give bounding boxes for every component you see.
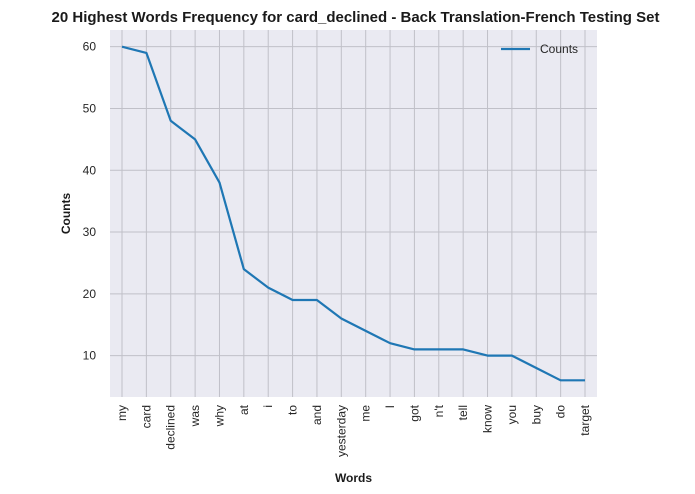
legend-label: Counts — [540, 42, 578, 56]
y-axis-label: Counts — [59, 193, 73, 235]
x-tick-label: why — [212, 405, 226, 427]
x-tick-label: my — [115, 405, 129, 421]
y-tick-label: 30 — [83, 225, 97, 239]
legend: Counts — [501, 42, 578, 56]
x-tick-label: card — [139, 405, 153, 428]
x-tick-label: yesterday — [334, 405, 348, 457]
x-tick-label: know — [481, 405, 495, 433]
x-tick-label: do — [554, 405, 568, 419]
x-tick-label: me — [359, 405, 373, 422]
x-tick-label: target — [578, 404, 592, 435]
grid — [110, 30, 597, 397]
plot-area — [110, 30, 597, 397]
y-tick-label: 50 — [83, 101, 97, 115]
x-tick-label: and — [310, 405, 324, 425]
y-axis-ticks: 10 20 30 40 50 60 — [83, 40, 97, 363]
x-tick-label: to — [286, 405, 300, 415]
x-tick-label: buy — [529, 405, 543, 424]
x-tick-label: you — [505, 405, 519, 424]
x-tick-label: tell — [456, 405, 470, 420]
x-tick-label: got — [407, 404, 421, 421]
x-tick-label: i — [261, 405, 275, 408]
x-tick-label: was — [188, 405, 202, 427]
x-tick-label: n't — [432, 404, 446, 417]
y-tick-label: 60 — [83, 40, 97, 54]
chart-title: 20 Highest Words Frequency for card_decl… — [52, 9, 660, 26]
x-tick-label: I — [383, 405, 397, 408]
y-tick-label: 20 — [83, 287, 97, 301]
x-tick-label: at — [237, 404, 251, 415]
series-line-counts — [121, 45, 585, 382]
x-axis-label: Words — [335, 471, 372, 485]
y-tick-label: 10 — [83, 349, 97, 363]
x-axis-ticks: my card declined was why at i to and yesterday me I… — [115, 404, 592, 457]
x-tick-label: declined — [164, 405, 178, 450]
y-tick-label: 40 — [83, 163, 97, 177]
